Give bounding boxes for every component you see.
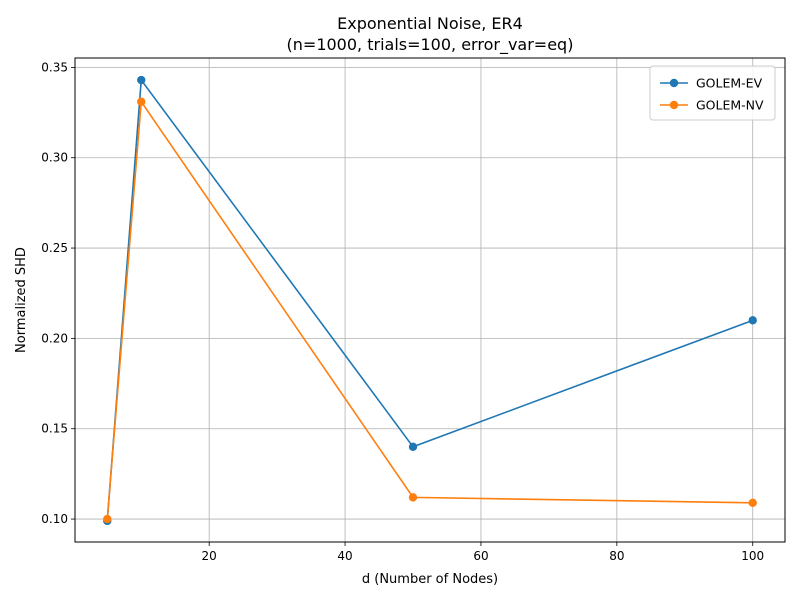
legend-marker-golem-ev [669, 78, 679, 88]
data-point-golem-ev [748, 316, 757, 325]
x-tick-label: 40 [337, 549, 352, 563]
x-axis-label: d (Number of Nodes) [362, 572, 498, 587]
legend: GOLEM-EV GOLEM-NV [649, 65, 776, 121]
y-tick-label: 0.25 [41, 241, 68, 255]
chart-subtitle: (n=1000, trials=100, error_var=eq) [287, 35, 574, 55]
legend-marker-golem-nv [669, 100, 679, 110]
legend-box [649, 65, 776, 121]
x-tick-label: 60 [473, 549, 488, 563]
data-point-golem-ev [137, 75, 146, 85]
data-point-golem-nv [748, 498, 757, 507]
data-point-golem-nv [137, 97, 146, 106]
series-layer [103, 75, 757, 526]
data-point-golem-nv [103, 514, 112, 524]
y-tick-label: 0.35 [41, 60, 68, 74]
y-tick-label: 0.10 [41, 512, 68, 526]
y-tick-label: 0.30 [41, 151, 68, 165]
x-tick-label: 20 [202, 549, 217, 563]
axes-frame [74, 57, 786, 543]
y-tick-label: 0.20 [41, 331, 68, 345]
x-tick-label: 100 [741, 549, 764, 563]
data-point-golem-ev [408, 442, 418, 451]
legend-label-golem-nv: GOLEM-NV [696, 98, 764, 113]
series-line-golem-nv [106, 99, 753, 520]
data-point-golem-nv [408, 493, 418, 502]
chart-title: Exponential Noise, ER4 [337, 14, 523, 33]
legend-label-golem-ev: GOLEM-EV [696, 76, 763, 91]
x-tick-label: 80 [609, 549, 624, 563]
series-line-golem-ev [106, 77, 754, 521]
y-axis-label: Normalized SHD [14, 247, 29, 353]
y-tick-label: 0.15 [41, 422, 68, 436]
tick-marks: 20 40 60 80 100 0.10 0.15 0.20 0.25 0.30 0.35 [41, 60, 764, 563]
